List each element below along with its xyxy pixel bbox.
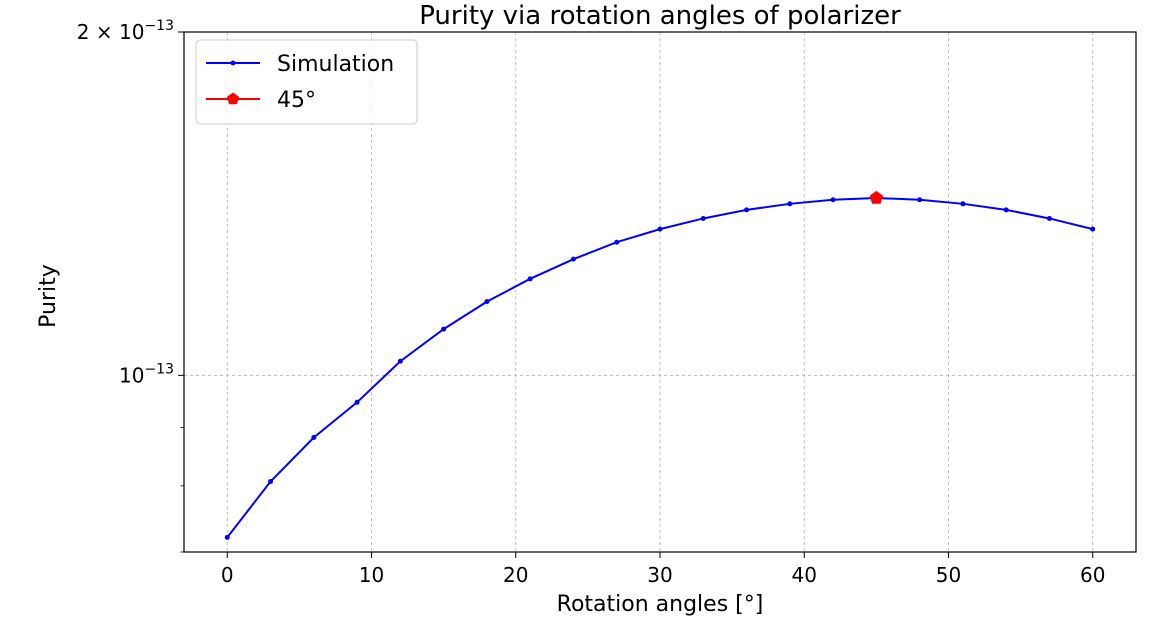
data-point <box>614 239 620 245</box>
data-point <box>744 207 750 213</box>
chart-title: Purity via rotation angles of polarizer <box>419 1 901 31</box>
data-point <box>1090 226 1096 232</box>
y-axis-label: Purity <box>36 264 61 328</box>
legend-marker <box>230 60 236 66</box>
legend: Simulation 45° <box>195 39 418 125</box>
data-point <box>700 215 706 221</box>
x-tick-label: 20 <box>503 563 528 587</box>
data-point <box>311 435 317 441</box>
data-point <box>224 534 230 540</box>
data-point <box>657 226 663 232</box>
x-tick-label: 40 <box>792 563 817 587</box>
y-tick-label: 10−13 <box>119 361 174 387</box>
x-tick-label: 0 <box>221 563 234 587</box>
data-point <box>830 197 836 203</box>
x-tick-label: 30 <box>647 563 672 587</box>
data-point <box>917 197 923 203</box>
data-point <box>527 276 533 282</box>
x-tick-label: 50 <box>936 563 961 587</box>
data-point <box>960 201 966 207</box>
series-45-degree <box>869 190 884 204</box>
data-point <box>1046 215 1052 221</box>
data-point <box>484 299 490 305</box>
x-tick-label: 10 <box>359 563 384 587</box>
data-point <box>570 256 576 262</box>
series-simulation <box>224 195 1096 540</box>
legend-marker <box>226 92 240 105</box>
data-point <box>268 479 274 485</box>
y-tick-label: 2 × 10−13 <box>77 18 174 44</box>
data-point-marker <box>869 190 884 204</box>
data-point <box>787 201 793 207</box>
axis-ticks: 0 10 20 30 40 50 60 10−13 2 × 10−13 <box>77 18 1106 587</box>
legend-item: 45° <box>206 88 316 113</box>
x-tick-label: 60 <box>1080 563 1105 587</box>
legend-label: Simulation <box>277 52 394 77</box>
data-point <box>354 399 360 405</box>
legend-label: 45° <box>277 88 316 113</box>
data-point <box>441 326 447 332</box>
x-axis-label: Rotation angles [°] <box>557 592 764 617</box>
data-point <box>397 358 403 364</box>
series-layer <box>224 190 1096 540</box>
legend-item: Simulation <box>206 52 394 77</box>
legend-frame <box>195 39 418 125</box>
data-point <box>1003 207 1009 213</box>
